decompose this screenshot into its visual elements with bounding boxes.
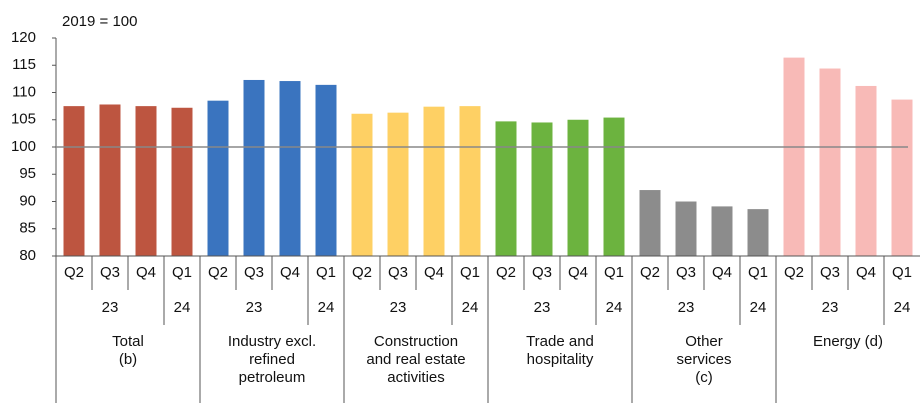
quarter-label: Q2 <box>352 264 372 281</box>
quarter-label: Q4 <box>136 264 156 281</box>
y-tick-label: 100 <box>11 138 36 155</box>
group-label: Energy (d) <box>812 333 884 350</box>
quarter-label: Q4 <box>856 264 876 281</box>
quarter-label: Q3 <box>388 264 408 281</box>
quarter-label: Q3 <box>100 264 120 281</box>
year-label: 23 <box>534 299 551 316</box>
bar <box>207 100 229 256</box>
quarter-label: Q2 <box>208 264 228 281</box>
quarter-label: Q1 <box>748 264 768 281</box>
bar <box>459 106 481 256</box>
bar <box>423 106 445 256</box>
y-tick-label: 110 <box>12 83 36 100</box>
quarter-label: Q3 <box>532 264 552 281</box>
y-tick-label: 115 <box>12 56 36 73</box>
year-label: 23 <box>390 299 407 316</box>
quarter-label: Q4 <box>424 264 444 281</box>
bar <box>603 117 625 256</box>
year-label: 24 <box>894 299 911 316</box>
bar <box>387 112 409 256</box>
year-label: 23 <box>102 299 119 316</box>
quarter-label: Q4 <box>568 264 588 281</box>
quarter-label: Q2 <box>64 264 84 281</box>
y-tick-label: 90 <box>19 192 36 209</box>
quarter-label: Q4 <box>280 264 300 281</box>
group-label: Total (b) <box>112 333 144 368</box>
quarter-label: Q3 <box>676 264 696 281</box>
bar <box>135 106 157 256</box>
y-tick-label: 80 <box>19 247 36 264</box>
bar <box>891 99 913 257</box>
quarter-label: Q2 <box>496 264 516 281</box>
bar <box>747 209 769 256</box>
year-label: 24 <box>606 299 623 316</box>
y-axis-label: 2019 = 100 <box>62 13 138 30</box>
year-label: 24 <box>318 299 335 316</box>
quarter-label: Q1 <box>316 264 336 281</box>
y-tick-label: 95 <box>19 165 36 182</box>
bar <box>819 68 841 257</box>
y-tick-label: 85 <box>19 220 36 237</box>
quarter-label: Q1 <box>172 264 192 281</box>
quarter-label: Q3 <box>820 264 840 281</box>
year-label: 23 <box>678 299 695 316</box>
bar <box>63 106 85 256</box>
quarter-label: Q1 <box>604 264 624 281</box>
bar <box>675 201 697 256</box>
bar <box>531 122 553 256</box>
year-label: 23 <box>822 299 839 316</box>
bar <box>351 113 373 256</box>
year-label: 23 <box>246 299 263 316</box>
bar <box>495 121 517 256</box>
quarter-label: Q2 <box>784 264 804 281</box>
bar <box>711 206 733 256</box>
quarter-label: Q1 <box>460 264 480 281</box>
y-tick-label: 120 <box>11 29 36 46</box>
bar <box>315 84 337 257</box>
group-label: Industry excl. refined petroleum <box>227 333 317 386</box>
group-label: Construction and real estate activities <box>366 333 466 386</box>
quarter-label: Q3 <box>244 264 264 281</box>
bar <box>567 119 589 256</box>
bar <box>783 57 805 257</box>
quarter-label: Q1 <box>892 264 912 281</box>
year-label: 24 <box>174 299 191 316</box>
year-label: 24 <box>462 299 479 316</box>
year-label: 24 <box>750 299 767 316</box>
quarter-label: Q2 <box>640 264 660 281</box>
bar <box>243 79 265 256</box>
bar <box>171 107 193 256</box>
bar <box>99 104 121 257</box>
bar <box>639 190 661 256</box>
group-label: Other services (c) <box>676 333 732 386</box>
bar <box>279 81 301 257</box>
group-label: Trade and hospitality <box>526 333 594 368</box>
quarter-label: Q4 <box>712 264 732 281</box>
bar <box>855 85 877 257</box>
y-tick-label: 105 <box>11 111 36 128</box>
